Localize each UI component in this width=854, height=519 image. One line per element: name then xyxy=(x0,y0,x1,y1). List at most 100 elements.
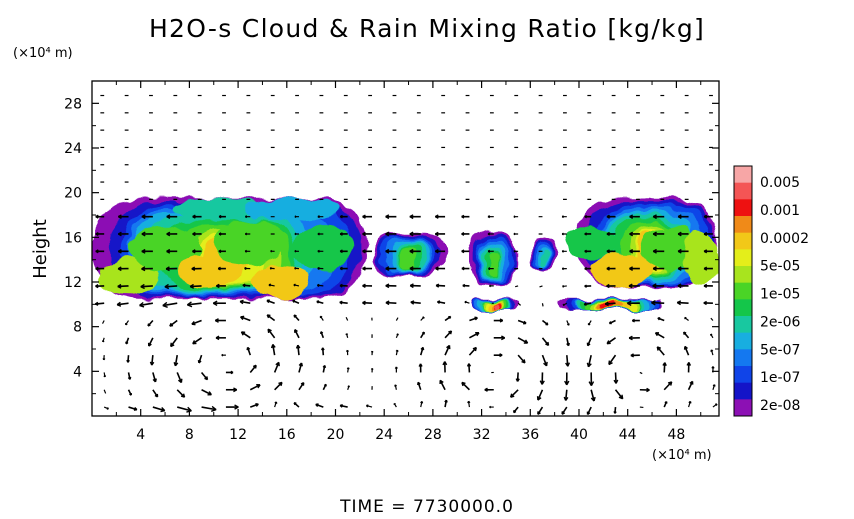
wind-arrow-475 xyxy=(712,403,718,408)
wind-arrow-255 xyxy=(409,266,421,271)
wind-arrow-269 xyxy=(444,344,451,356)
wind-arrow-476 xyxy=(712,384,716,390)
wind-arrow-61 xyxy=(170,337,178,348)
wind-arrow-197 xyxy=(339,283,348,288)
wind-arrow-342 xyxy=(537,406,544,415)
wind-arrow-385 xyxy=(587,320,592,326)
colorbar: 0.005 0.001 0.0002 5e-05 1e-05 2e-06 5e-07 1e-0… xyxy=(733,165,809,417)
wind-arrow-465 xyxy=(677,248,689,254)
colorbar-label: 5e-05 xyxy=(760,259,800,275)
x-tick-label: 32 xyxy=(473,427,491,443)
wind-arrow-239 xyxy=(385,214,397,220)
colorbar-segment xyxy=(734,382,752,400)
colorbar-segment xyxy=(734,182,752,200)
wind-arrow-485 xyxy=(703,231,713,237)
wind-arrow-133 xyxy=(274,401,278,408)
wind-arrow-463 xyxy=(677,283,689,289)
wind-arrow-198 xyxy=(339,266,348,271)
wind-arrow-446 xyxy=(652,248,665,254)
wind-arrow-140 xyxy=(268,283,275,287)
wind-vector-field xyxy=(94,94,718,416)
wind-arrow-174 xyxy=(321,347,325,356)
wind-arrow-231 xyxy=(395,349,399,356)
wind-arrow-328 xyxy=(517,319,527,325)
wind-arrow-134 xyxy=(274,381,283,391)
wind-arrow-347 xyxy=(541,319,549,326)
x-tick-label: 4 xyxy=(136,427,145,443)
wind-arrow-390 xyxy=(584,232,592,236)
cloud-field xyxy=(92,198,719,310)
wind-arrow-333 xyxy=(513,232,519,236)
y-tick-label: 16 xyxy=(64,230,82,246)
wind-arrow-368 xyxy=(562,284,567,288)
colorbar-segment xyxy=(734,232,752,250)
wind-arrow-65 xyxy=(165,266,178,272)
wind-arrow-2 xyxy=(103,372,107,378)
x-tick-label: 20 xyxy=(327,427,345,443)
cloud-region-2-level-7 xyxy=(489,251,500,279)
wind-arrow-83 xyxy=(189,283,202,289)
wind-arrow-124 xyxy=(244,232,251,236)
wind-arrow-407 xyxy=(606,266,616,271)
wind-arrow-384 xyxy=(586,337,592,347)
y-axis: 4 8 12 16 20 24 28 xyxy=(64,96,719,395)
wind-arrow-9 xyxy=(95,249,105,254)
wind-arrow-219 xyxy=(362,231,373,237)
wind-arrow-402 xyxy=(608,354,617,366)
wind-arrow-254 xyxy=(409,283,421,289)
wind-arrow-175 xyxy=(320,331,325,339)
wind-arrow-209 xyxy=(365,404,373,408)
wind-arrow-3 xyxy=(102,355,106,361)
wind-arrow-441 xyxy=(654,332,665,339)
wind-arrow-345 xyxy=(541,354,548,367)
wind-arrow-46 xyxy=(141,266,153,272)
cloud-region-3-level-5 xyxy=(540,248,547,266)
wind-arrow-330 xyxy=(515,285,519,288)
wind-arrow-39 xyxy=(152,389,159,398)
wind-arrow-480 xyxy=(710,317,714,321)
chart-title: H2O-s Cloud & Rain Mixing Ratio [kg/kg] xyxy=(148,14,706,43)
wind-arrow-158 xyxy=(292,299,300,304)
wind-arrow-43 xyxy=(147,319,154,327)
wind-arrow-267 xyxy=(439,379,446,391)
wind-arrow-410 xyxy=(606,214,616,219)
wind-arrow-277 xyxy=(434,214,446,219)
wind-arrow-423 xyxy=(631,318,640,323)
wind-arrow-38 xyxy=(152,406,166,413)
wind-arrow-429 xyxy=(629,214,640,220)
wind-arrow-178 xyxy=(316,283,324,288)
wind-arrow-119 xyxy=(240,315,251,322)
wind-arrow-220 xyxy=(362,214,373,219)
wind-arrow-26 xyxy=(117,283,129,289)
y-tick-label: 8 xyxy=(73,320,82,336)
wind-arrow-266 xyxy=(444,399,448,408)
wind-arrow-327 xyxy=(517,337,529,344)
wind-arrow-307 xyxy=(493,353,503,358)
wind-arrow-422 xyxy=(628,335,640,341)
wind-arrow-383 xyxy=(586,354,592,368)
wind-arrow-4 xyxy=(101,337,105,343)
wind-arrow-388 xyxy=(584,266,592,271)
colorbar-segment xyxy=(734,266,752,284)
wind-arrow-139 xyxy=(266,299,275,304)
x-tick-label: 12 xyxy=(229,427,247,443)
wind-arrow-437 xyxy=(663,400,668,408)
wind-arrow-78 xyxy=(200,371,209,381)
wind-arrow-138 xyxy=(266,314,276,322)
wind-arrow-427 xyxy=(629,248,640,254)
wind-arrow-100 xyxy=(214,318,226,323)
wind-arrow-461 xyxy=(684,316,689,322)
wind-arrow-479 xyxy=(710,333,714,339)
wind-arrow-403 xyxy=(606,337,616,345)
wind-arrow-22 xyxy=(126,355,130,363)
wind-arrow-404 xyxy=(608,319,616,325)
x-tick-label: 36 xyxy=(521,427,539,443)
x-tick-label: 28 xyxy=(424,427,442,443)
wind-arrow-7 xyxy=(95,284,105,289)
wind-arrow-177 xyxy=(316,300,324,304)
wind-arrow-349 xyxy=(539,285,543,288)
colorbar-label: 0.005 xyxy=(760,175,800,191)
wind-arrow-63 xyxy=(162,301,178,308)
wind-arrow-114 xyxy=(250,403,259,408)
wind-arrow-24 xyxy=(124,320,130,326)
